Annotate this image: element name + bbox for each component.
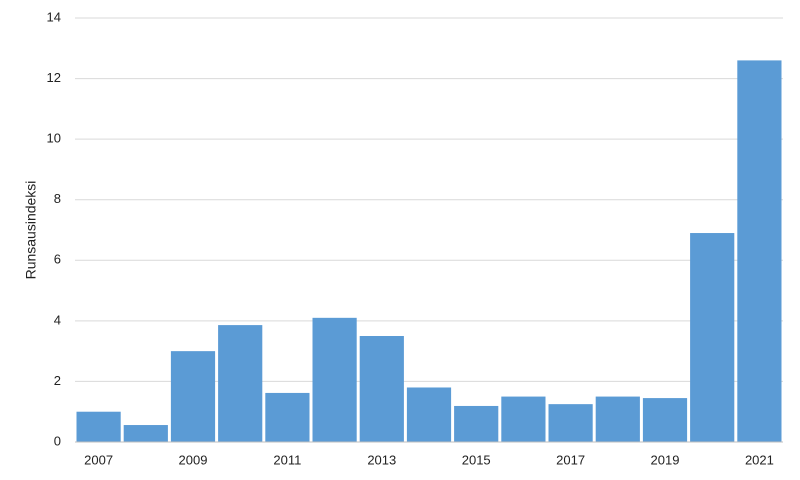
bar (595, 396, 640, 442)
y-axis-label: Runsausindeksi (23, 181, 39, 280)
y-tick-label: 14 (47, 9, 61, 24)
x-tick-label: 2021 (745, 452, 774, 467)
bar (359, 336, 404, 442)
bar (218, 325, 263, 442)
x-tick-label: 2017 (556, 452, 585, 467)
bar (501, 396, 546, 442)
bar (737, 60, 782, 443)
bar (690, 233, 735, 442)
y-tick-label: 6 (54, 252, 61, 267)
x-tick-label: 2007 (84, 452, 113, 467)
x-tick-label: 2011 (273, 452, 301, 467)
bar (312, 317, 357, 442)
y-tick-label: 2 (54, 373, 61, 388)
x-tick-label: 2019 (651, 452, 680, 467)
y-tick-label: 0 (54, 433, 61, 448)
bar (642, 398, 688, 442)
bar (406, 387, 452, 442)
y-tick-label: 8 (54, 191, 61, 206)
bar (123, 425, 168, 442)
x-tick-label: 2009 (179, 452, 208, 467)
bar (170, 351, 216, 442)
y-tick-label: 10 (47, 131, 61, 146)
bar (454, 405, 499, 442)
bar (548, 404, 593, 442)
x-tick-label: 2015 (462, 452, 491, 467)
bar (265, 392, 310, 442)
y-tick-label: 12 (47, 70, 61, 85)
x-tick-label: 2013 (367, 452, 396, 467)
y-tick-label: 4 (54, 312, 61, 327)
bar (76, 411, 121, 442)
